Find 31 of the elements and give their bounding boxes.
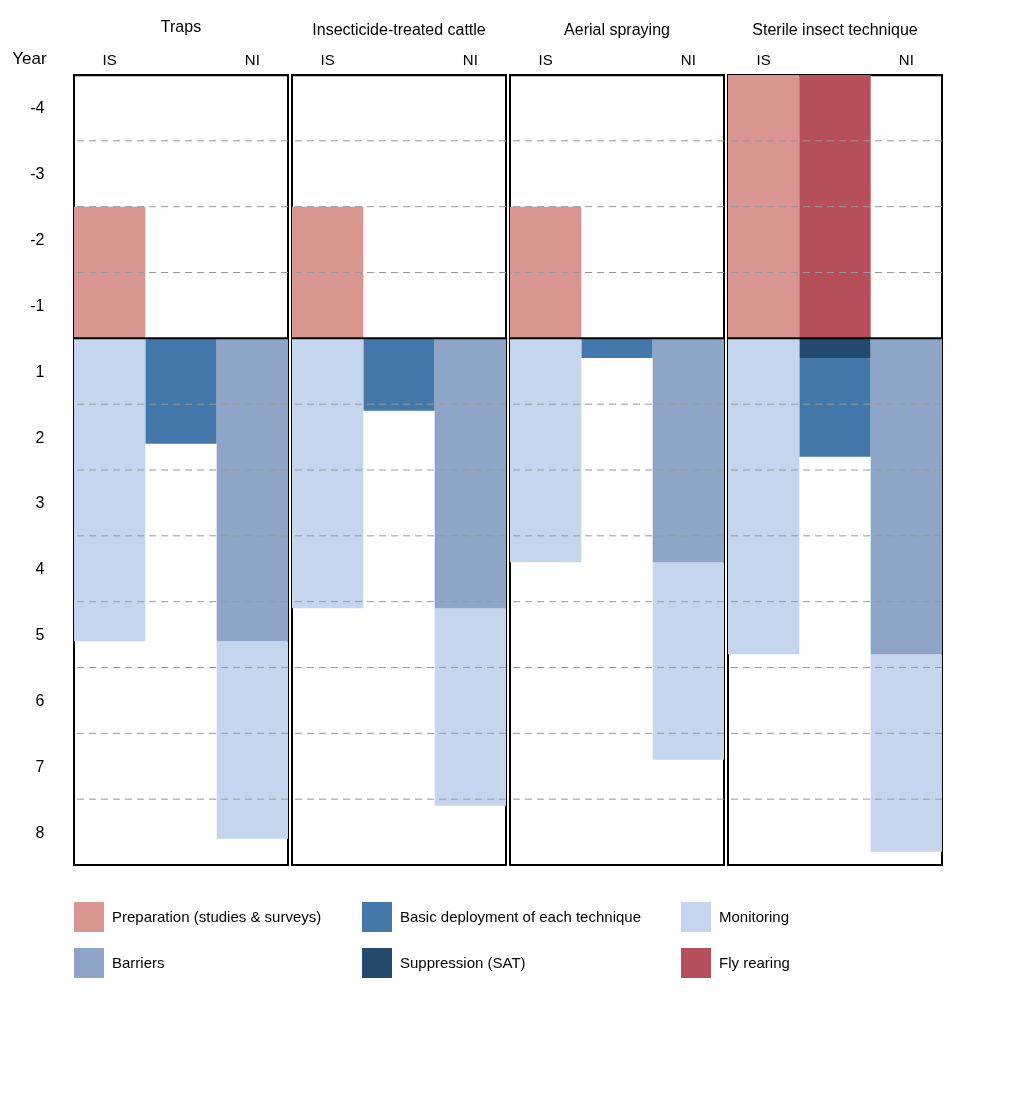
legend-label: Suppression (SAT) bbox=[400, 954, 526, 971]
x-tick-label: IS bbox=[538, 50, 553, 68]
x-tick-label: NI bbox=[244, 50, 260, 68]
chart-title: Traps bbox=[160, 18, 202, 35]
legend-label: Fly rearing bbox=[719, 954, 790, 971]
y-tick-label: -2 bbox=[30, 231, 45, 249]
x-tick-label: NI bbox=[462, 50, 478, 68]
legend-label: Basic deployment of each technique bbox=[400, 908, 641, 925]
y-tick-label: -1 bbox=[30, 296, 45, 314]
x-tick-label: IS bbox=[102, 50, 117, 68]
x-tick-label: NI bbox=[680, 50, 696, 68]
y-tick-label: 6 bbox=[35, 691, 45, 709]
y-axis-title: Year bbox=[12, 48, 48, 68]
x-tick-label: IS bbox=[320, 50, 335, 68]
y-tick-label: 2 bbox=[35, 428, 45, 446]
y-tick-label: 3 bbox=[35, 494, 45, 512]
legend-label: Monitoring bbox=[719, 908, 790, 925]
chart-title: Aerial spraying bbox=[564, 21, 670, 38]
y-tick-label: 5 bbox=[35, 626, 45, 644]
x-tick-label: IS bbox=[756, 50, 771, 68]
y-tick-label: -4 bbox=[30, 99, 45, 117]
y-tick-label: -3 bbox=[30, 165, 45, 183]
y-tick-label: 4 bbox=[35, 560, 45, 578]
legend-label: Barriers bbox=[112, 954, 165, 971]
chart-title: Insecticide-treated cattle bbox=[312, 21, 486, 38]
y-tick-label: 7 bbox=[35, 757, 45, 775]
y-tick-label: 1 bbox=[35, 362, 45, 380]
y-tick-label: 8 bbox=[35, 823, 45, 841]
x-tick-label: NI bbox=[898, 50, 914, 68]
legend-label: Preparation (studies & surveys) bbox=[112, 908, 322, 925]
chart-title: Sterile insect technique bbox=[752, 21, 918, 38]
